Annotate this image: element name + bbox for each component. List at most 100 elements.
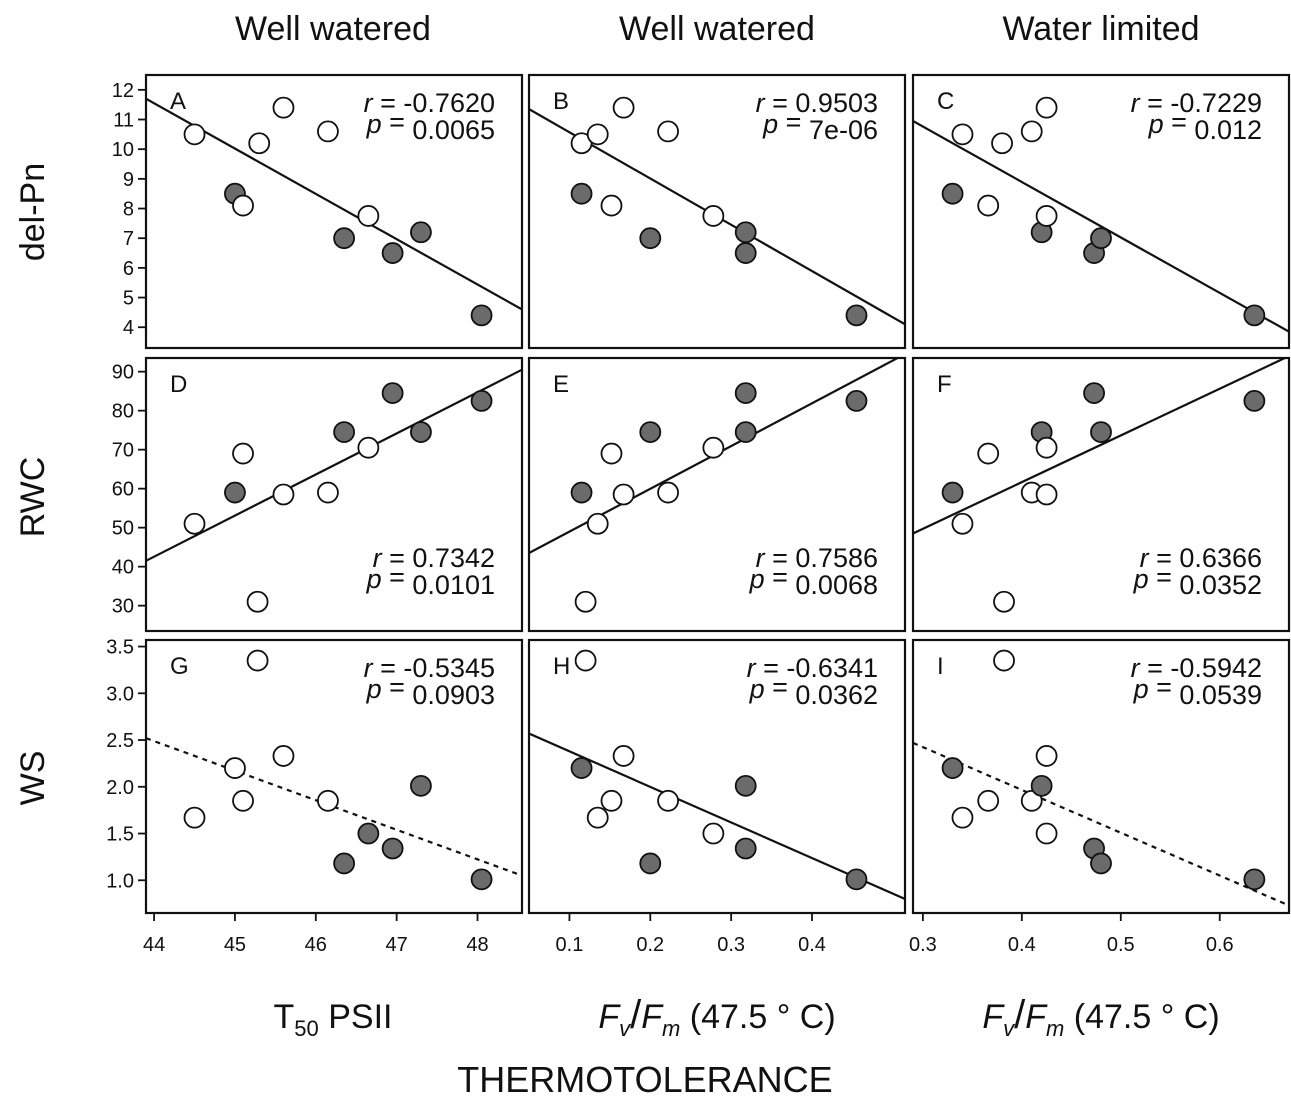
x-tick-label-h: 0.1 [556,934,584,956]
column-title-2: Well watered [619,10,815,48]
data-point-f [1090,421,1112,444]
data-point-e [734,421,757,444]
x-tick-label-i: 0.3 [909,934,937,956]
p-value-h: p = 0.0362 [749,672,878,710]
data-point-d [232,442,254,465]
data-point-a [183,123,206,146]
data-point-a [248,132,271,155]
y-tick-label-a: 6 [123,258,134,280]
y-tick-label-g: 2.0 [106,777,134,799]
data-point-b [612,96,635,119]
y-tick-label-d: 30 [112,596,134,618]
data-point-e [657,481,679,504]
data-point-a [272,96,295,119]
data-point-c [1020,120,1043,143]
data-point-b [734,242,757,264]
data-point-d [317,481,339,504]
panel-frame-a [144,73,524,350]
data-point-f [1083,382,1105,405]
data-point-i [993,649,1015,672]
data-point-h [734,837,757,860]
y-tick-label-a: 9 [123,169,134,191]
fit-line-i [913,741,1289,907]
row-label-del-pn: del-Pn [14,163,52,261]
data-point-c [1035,205,1058,227]
x-axis-label-t50: T50 PSII [274,998,393,1041]
data-point-b [845,304,868,327]
p-value-a: p = 0.0065 [366,107,495,145]
panel-letter-b: B [553,88,569,115]
data-point-i [941,757,964,779]
r-value-h: r = -0.6341 [747,653,878,683]
panel-letter-e: E [553,371,569,398]
data-point-e [845,389,868,412]
data-point-d [183,512,206,535]
data-point-c [951,123,974,146]
p-value-e: p = 0.0068 [749,562,878,600]
data-point-h [845,868,868,891]
data-point-d [333,421,356,444]
data-point-h [702,822,725,845]
data-point-b [702,205,725,227]
data-point-h [657,789,679,812]
data-point-e [574,590,597,613]
data-point-c [977,194,1000,217]
data-point-b [639,227,662,250]
x-tick-label-h: 0.4 [798,934,826,956]
data-point-b [657,120,679,143]
r-value-g: r = -0.5345 [364,653,495,683]
data-point-f [977,442,1000,465]
data-point-h [639,852,662,875]
data-point-f [993,590,1015,613]
data-point-e [734,382,757,405]
data-point-f [951,512,974,535]
data-point-h [570,757,593,779]
data-point-a [232,194,254,217]
data-point-b [600,194,623,217]
y-tick-label-g: 1.0 [106,870,134,892]
fit-line-d [146,368,522,562]
data-point-c [991,132,1013,155]
x-axis-label-fvfm-1: Fv/Fm (47.5 ° C) [598,993,835,1041]
panel-letter-h: H [553,653,570,680]
data-point-e [702,436,725,459]
data-point-d [470,389,493,412]
panel-letter-f: F [937,371,952,398]
panel-frame-d [144,356,524,633]
r-value-b: r = 0.9503 [756,88,878,118]
data-point-i [1035,745,1058,767]
y-tick-label-g: 1.5 [106,824,134,846]
fit-line-h [529,732,905,900]
y-tick-label-d: 80 [112,401,134,423]
data-point-a [410,221,432,244]
column-title-3: Water limited [1002,10,1199,48]
x-tick-label-i: 0.6 [1206,934,1234,956]
x-tick-label-g: 47 [386,934,408,956]
data-point-a [357,205,380,227]
x-tick-label-i: 0.5 [1107,934,1135,956]
fit-line-a [146,97,522,311]
data-point-h [574,649,597,672]
row-label-ws: WS [14,751,52,806]
r-value-a: r = -0.7620 [364,88,495,118]
y-tick-label-a: 5 [123,288,134,310]
p-value-d: p = 0.0101 [366,562,495,600]
y-tick-label-g: 3.5 [106,637,134,659]
y-tick-label-a: 12 [112,80,134,102]
data-point-i [1020,789,1043,812]
x-tick-label-g: 48 [466,934,488,956]
data-point-d [246,590,269,613]
r-value-d: r = 0.7342 [373,543,495,573]
data-point-b [586,123,609,146]
y-tick-label-a: 8 [123,199,134,221]
y-tick-label-a: 11 [113,110,134,132]
fit-line-c [913,120,1289,333]
data-point-g [272,745,295,767]
p-value-f: p = 0.0352 [1133,562,1262,600]
panel-frame-c [911,73,1291,350]
data-point-g [381,837,404,860]
